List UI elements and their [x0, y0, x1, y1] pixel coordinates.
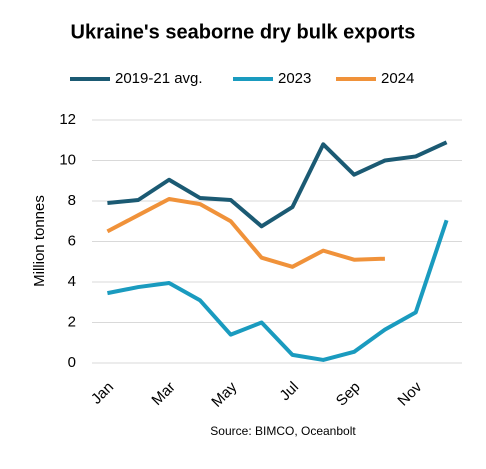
x-tick-label: Jul	[276, 379, 302, 405]
chart-title: Ukraine's seaborne dry bulk exports	[71, 21, 416, 43]
y-tick-label: 4	[68, 273, 76, 290]
y-tick-label: 0	[68, 354, 76, 371]
y-tick-label: 6	[68, 232, 76, 249]
legend-label: 2024	[381, 70, 414, 87]
x-tick-label: Sep	[333, 379, 364, 410]
x-tick-label: Nov	[394, 378, 425, 409]
y-tick-label: 10	[59, 151, 76, 168]
legend-label: 2019-21 avg.	[115, 70, 203, 87]
source: Source: BIMCO, Oceanbolt	[210, 424, 356, 438]
y-axis-label: Million tonnes	[31, 195, 48, 287]
series-line	[107, 140, 448, 229]
series-line	[106, 196, 385, 269]
series-line	[107, 219, 449, 362]
x-tick-label: Mar	[148, 379, 178, 409]
x-tick-label: Jan	[88, 379, 117, 408]
x-tick-label: May	[208, 378, 240, 410]
y-tick-label: 12	[59, 111, 76, 128]
legend-label: 2023	[278, 70, 311, 87]
y-tick-label: 2	[68, 313, 76, 330]
y-tick-label: 8	[68, 192, 76, 209]
